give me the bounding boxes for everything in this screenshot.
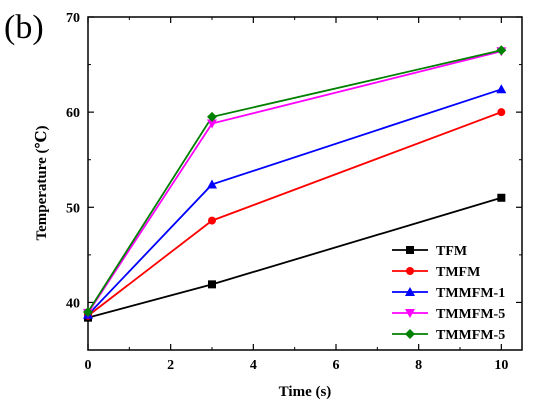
y-tick-label: 40 bbox=[66, 296, 80, 311]
data-point-series-2 bbox=[497, 108, 506, 117]
legend: TFM TMFM TMMFM-1 TMMFM-5 TMMFM-5 bbox=[392, 244, 505, 343]
axis-ticks: 0 2 4 6 8 10 40 50 60 70 bbox=[66, 11, 522, 373]
series-line-3 bbox=[87, 88, 502, 316]
legend-label-2: TMFM bbox=[436, 265, 480, 280]
legend-label-3: TMMFM-1 bbox=[436, 286, 505, 301]
x-tick-label: 8 bbox=[415, 358, 422, 373]
x-tick-label: 6 bbox=[333, 358, 340, 373]
series-markers bbox=[83, 45, 507, 322]
data-point-series-3 bbox=[207, 179, 217, 189]
x-tick-label: 4 bbox=[250, 358, 257, 373]
x-tick-label: 10 bbox=[494, 358, 508, 373]
panel-label: (b) bbox=[4, 9, 44, 46]
y-tick-label: 50 bbox=[66, 201, 80, 216]
y-tick-label: 60 bbox=[66, 106, 80, 121]
x-axis-title: Time (s) bbox=[279, 384, 332, 400]
legend-label-5: TMMFM-5 bbox=[436, 328, 505, 343]
legend-marker-3 bbox=[405, 287, 415, 296]
data-point-series-2 bbox=[208, 216, 216, 225]
x-tick-label: 0 bbox=[85, 358, 92, 373]
plot-frame bbox=[87, 16, 523, 351]
legend-marker-2 bbox=[406, 267, 414, 275]
legend-marker-5 bbox=[405, 329, 415, 339]
data-point-series-5 bbox=[496, 45, 507, 56]
legend-marker-4 bbox=[405, 309, 415, 318]
legend-marker-1 bbox=[406, 246, 414, 254]
legend-label-4: TMMFM-5 bbox=[436, 307, 505, 322]
data-point-series-3 bbox=[496, 84, 507, 94]
data-point-series-1 bbox=[497, 193, 506, 202]
data-point-series-5 bbox=[207, 111, 217, 122]
legend-label-1: TFM bbox=[436, 244, 467, 259]
data-point-series-4 bbox=[207, 119, 217, 129]
data-point-series-1 bbox=[208, 280, 216, 289]
y-tick-label: 70 bbox=[66, 11, 80, 26]
y-axis-title: Temperature (℃) bbox=[34, 125, 50, 240]
data-point-series-5 bbox=[83, 306, 93, 317]
x-tick-label: 2 bbox=[167, 358, 174, 373]
